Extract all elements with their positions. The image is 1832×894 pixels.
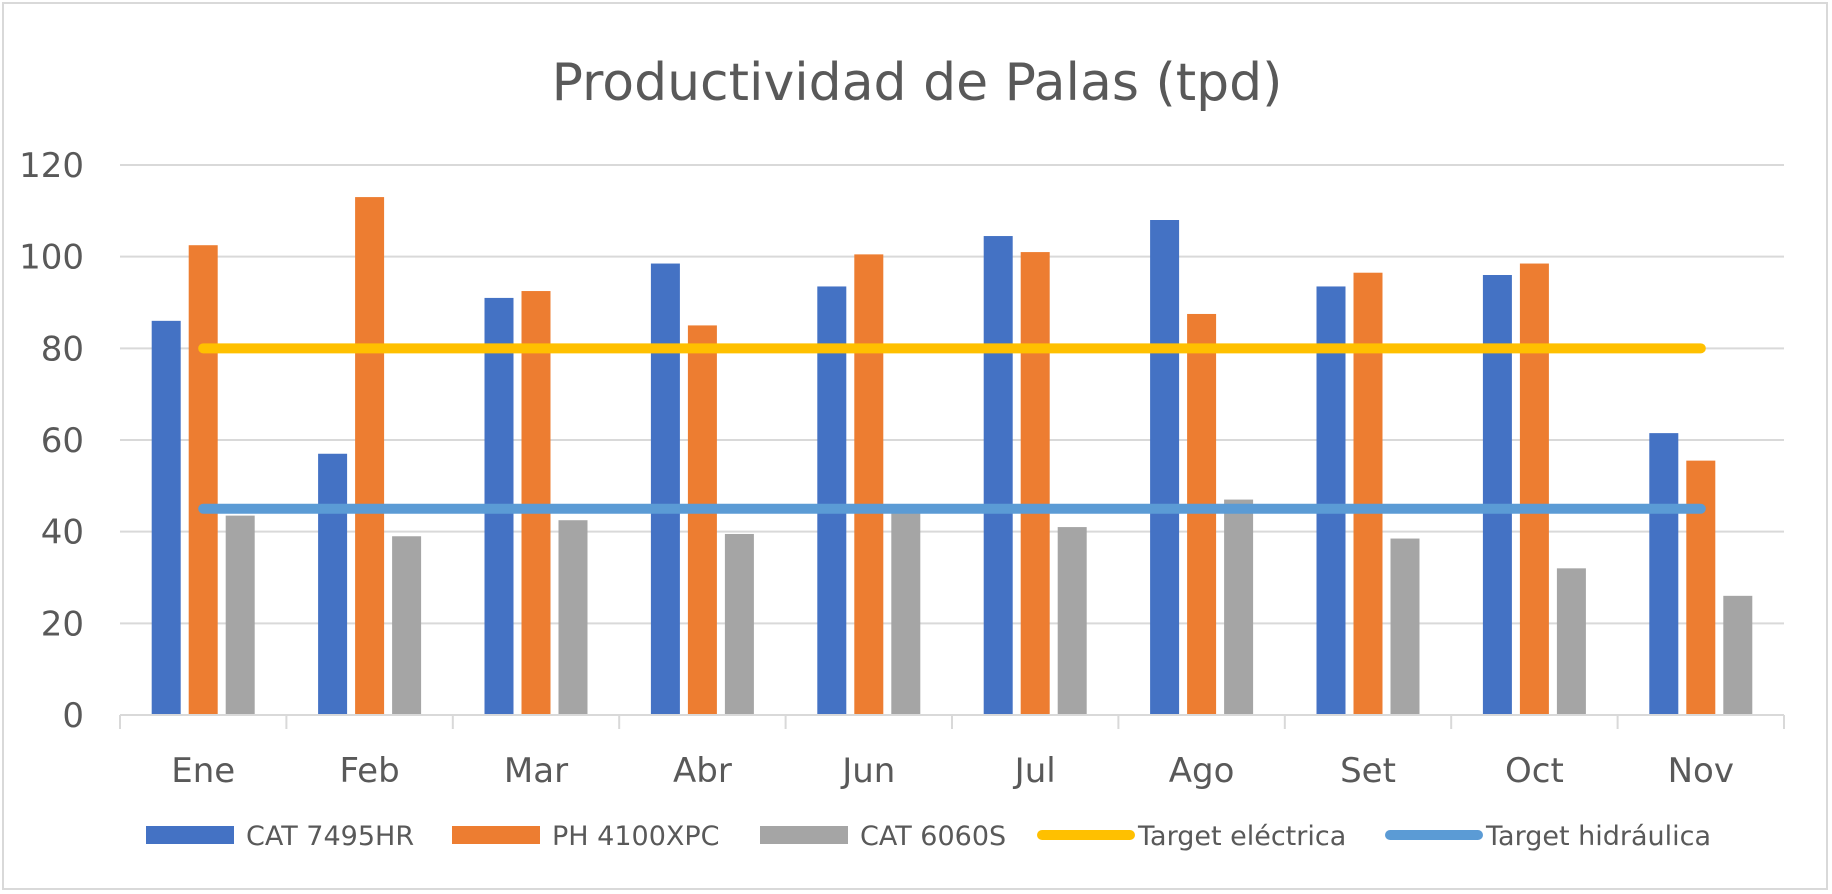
bar-cat-6060s bbox=[558, 520, 588, 715]
bar-ph-4100xpc bbox=[687, 325, 717, 715]
legend-label: Target eléctrica bbox=[1137, 821, 1346, 852]
bar-cat-7495hr bbox=[1482, 275, 1512, 715]
y-tick-label: 0 bbox=[62, 696, 84, 736]
productividad-chart: Productividad de Palas (tpd) 0 20 40 60 80 10… bbox=[19, 53, 1785, 852]
bar-cat-7495hr bbox=[817, 286, 847, 715]
chart-title: Productividad de Palas (tpd) bbox=[552, 53, 1283, 113]
bar-ph-4100xpc bbox=[521, 291, 551, 715]
bar-ph-4100xpc bbox=[188, 245, 218, 716]
legend-label: CAT 7495HR bbox=[246, 821, 414, 852]
x-tick-label: Ene bbox=[171, 751, 235, 791]
x-tick-label: Ago bbox=[1169, 751, 1235, 791]
bar-cat-7495hr bbox=[983, 236, 1013, 715]
legend-swatch bbox=[760, 826, 848, 844]
bar-cat-6060s bbox=[1057, 527, 1087, 715]
y-tick-label: 120 bbox=[19, 146, 84, 186]
bar-cat-6060s bbox=[392, 536, 422, 715]
legend-swatch bbox=[452, 826, 540, 844]
bar-cat-7495hr bbox=[650, 263, 680, 715]
y-tick-label: 40 bbox=[41, 513, 84, 553]
x-tick-label: Mar bbox=[504, 751, 568, 791]
bar-ph-4100xpc bbox=[355, 197, 385, 716]
bar-ph-4100xpc bbox=[1519, 263, 1549, 715]
legend-label: PH 4100XPC bbox=[552, 821, 720, 852]
y-tick-label: 60 bbox=[41, 421, 84, 461]
x-tick-label: Oct bbox=[1505, 751, 1564, 791]
y-tick-label: 100 bbox=[19, 238, 84, 278]
bar-cat-7495hr bbox=[1316, 286, 1346, 715]
legend-label: Target hidráulica bbox=[1485, 821, 1711, 852]
bar-ph-4100xpc bbox=[1686, 460, 1716, 715]
y-tick-label: 80 bbox=[41, 329, 84, 369]
bar-cat-6060s bbox=[1723, 595, 1753, 715]
bar-cat-7495hr bbox=[151, 320, 181, 715]
x-tick-label: Nov bbox=[1668, 751, 1734, 791]
bar-cat-6060s bbox=[1556, 568, 1586, 715]
x-tick-label: Jul bbox=[1013, 751, 1056, 791]
chart-legend: CAT 7495HR PH 4100XPC CAT 6060S Target eléc… bbox=[146, 821, 1711, 852]
bar-cat-6060s bbox=[225, 515, 255, 715]
y-tick-label: 20 bbox=[41, 604, 84, 644]
bar-cat-6060s bbox=[1390, 538, 1420, 715]
x-tick-label: Jun bbox=[840, 751, 895, 791]
x-tick-label: Set bbox=[1340, 751, 1396, 791]
bar-ph-4100xpc bbox=[1187, 313, 1217, 715]
x-tick-label: Abr bbox=[673, 751, 732, 791]
x-tick-label: Feb bbox=[339, 751, 399, 791]
legend-label: CAT 6060S bbox=[860, 821, 1006, 852]
legend-swatch bbox=[146, 826, 234, 844]
bar-cat-6060s bbox=[891, 513, 921, 715]
bar-cat-6060s bbox=[1224, 499, 1254, 715]
bar-ph-4100xpc bbox=[854, 254, 884, 715]
bar-ph-4100xpc bbox=[1020, 252, 1050, 716]
bar-cat-7495hr bbox=[318, 453, 348, 715]
bar-ph-4100xpc bbox=[1353, 272, 1383, 715]
bar-cat-6060s bbox=[724, 533, 754, 715]
bar-cat-7495hr bbox=[1150, 220, 1180, 715]
bar-cat-7495hr bbox=[1649, 433, 1679, 715]
